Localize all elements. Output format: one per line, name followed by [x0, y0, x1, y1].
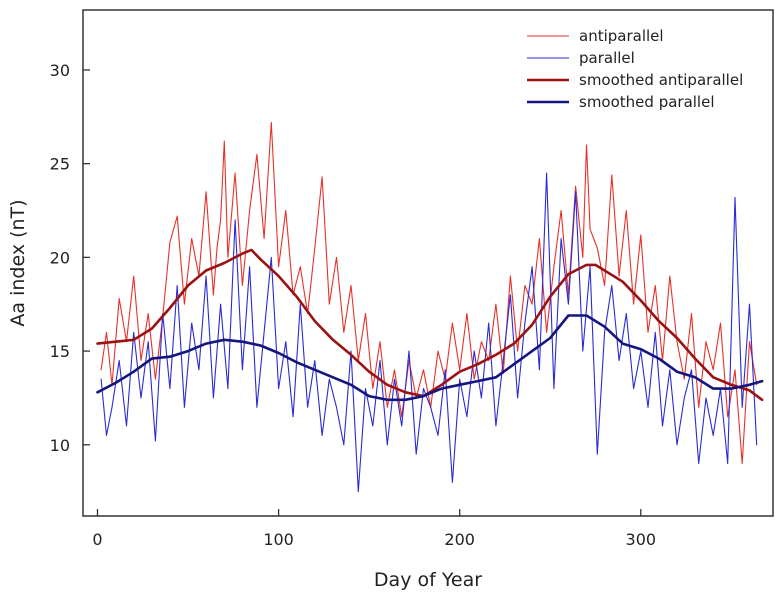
y-tick-label: 15	[50, 342, 70, 361]
series-line-parallel	[100, 172, 758, 493]
plot-frame	[82, 9, 774, 517]
legend-label: antiparallel	[579, 27, 664, 45]
y-tick-label: 10	[50, 436, 70, 455]
ticks-layer: 0 100 200 300 10 15 20 25 30	[50, 61, 656, 549]
x-axis-label: Day of Year	[374, 569, 482, 591]
legend-label: parallel	[579, 49, 635, 67]
x-tick-label: 0	[92, 530, 102, 549]
legend: antiparallel parallel smoothed antiparalle…	[527, 27, 743, 111]
series-line-antiparallel	[100, 121, 758, 465]
series-line-smoothed-antiparallel	[96, 248, 764, 402]
x-tick-label: 300	[626, 530, 657, 549]
x-tick-label: 200	[444, 530, 475, 549]
legend-label: smoothed antiparallel	[579, 71, 743, 89]
y-tick-label: 30	[50, 61, 70, 80]
series-line-smoothed-parallel	[96, 314, 764, 402]
legend-label: smoothed parallel	[579, 93, 715, 111]
y-tick-label: 20	[50, 248, 70, 267]
x-tick-label: 100	[263, 530, 294, 549]
y-axis-label: Aa index (nT)	[7, 199, 29, 326]
y-tick-label: 25	[50, 155, 70, 174]
series-layer	[96, 121, 764, 493]
